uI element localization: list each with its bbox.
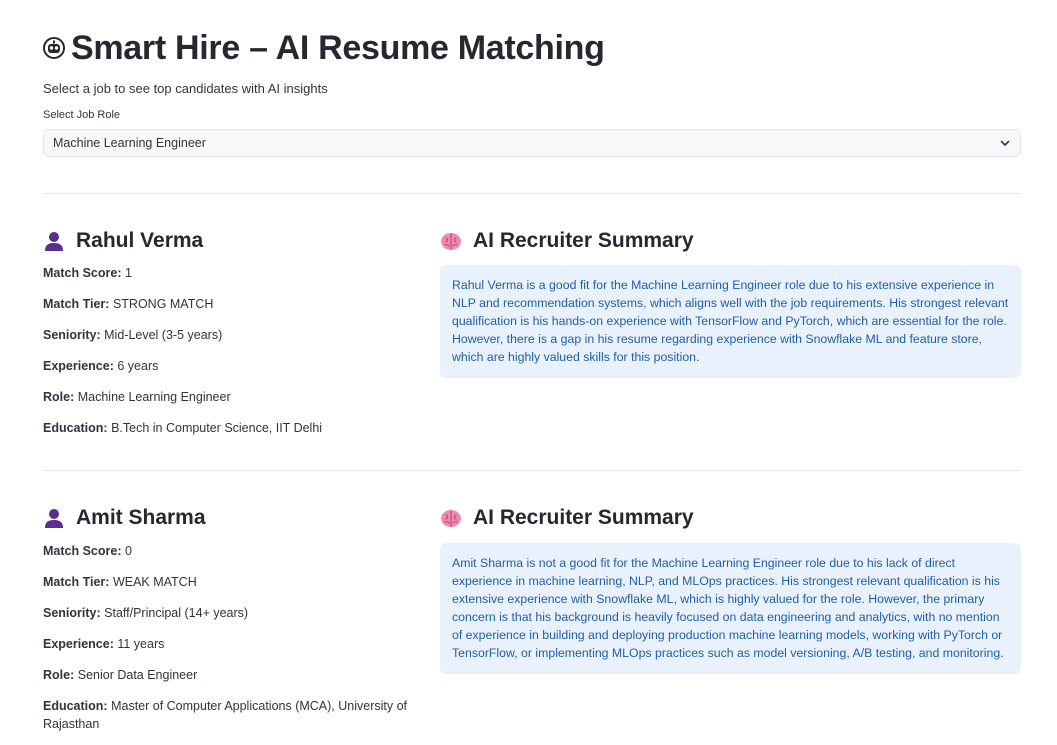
- education-label: Education:: [43, 421, 108, 435]
- role-value: Senior Data Engineer: [77, 668, 198, 682]
- job-select-label: Select Job Role: [43, 109, 121, 121]
- ai-summary-section: AI Recruiter Summary Amit Sharma is not …: [440, 504, 1021, 733]
- page-subtitle: Select a job to see top candidates with …: [43, 81, 328, 96]
- role-label: Role:: [43, 390, 75, 404]
- summary-text: Rahul Verma is a good fit for the Machin…: [440, 265, 1021, 378]
- experience: Experience: 6 years: [43, 357, 440, 375]
- candidate-card: Rahul Verma Match Score: 1 Match Tier: S…: [43, 227, 1021, 437]
- match-tier: Match Tier: STRONG MATCH: [43, 295, 440, 313]
- main-content: Smart Hire – AI Resume Matching Select a…: [43, 0, 1021, 733]
- seniority-label: Seniority:: [43, 328, 101, 342]
- person-icon: [45, 509, 63, 528]
- match-score-value: 0: [124, 544, 132, 558]
- seniority: Seniority: Staff/Principal (14+ years): [43, 604, 440, 622]
- experience: Experience: 11 years: [43, 635, 440, 653]
- seniority-value: Staff/Principal (14+ years): [104, 606, 249, 620]
- education: Education: B.Tech in Computer Science, I…: [43, 419, 440, 437]
- job-role-select-value: Machine Learning Engineer: [53, 136, 206, 150]
- page-title: Smart Hire – AI Resume Matching: [71, 29, 605, 67]
- summary-heading: AI Recruiter Summary: [473, 229, 694, 252]
- candidate-card: Amit Sharma Match Score: 0 Match Tier: W…: [43, 504, 1021, 733]
- role: Role: Machine Learning Engineer: [43, 388, 440, 406]
- experience-label: Experience:: [43, 359, 114, 373]
- match-tier-label: Match Tier:: [43, 297, 110, 311]
- candidate-name: Rahul Verma: [76, 229, 204, 252]
- candidate-name-row: Amit Sharma: [43, 504, 440, 532]
- role-value: Machine Learning Engineer: [77, 390, 231, 404]
- match-tier-value: STRONG MATCH: [112, 297, 214, 311]
- summary-text: Amit Sharma is not a good fit for the Ma…: [440, 543, 1021, 674]
- match-score: Match Score: 1: [43, 264, 440, 282]
- experience-value: 6 years: [117, 359, 159, 373]
- seniority-label: Seniority:: [43, 606, 101, 620]
- education-value: Master of Computer Applications (MCA), U…: [43, 699, 408, 731]
- summary-heading-row: AI Recruiter Summary: [440, 227, 1021, 255]
- role-label: Role:: [43, 668, 75, 682]
- robot-face-icon: [43, 37, 65, 59]
- job-role-select[interactable]: Machine Learning Engineer: [43, 129, 1021, 157]
- experience-label: Experience:: [43, 637, 114, 651]
- divider: [43, 470, 1021, 471]
- match-tier-label: Match Tier:: [43, 575, 110, 589]
- match-score: Match Score: 0: [43, 542, 440, 560]
- candidate-name: Amit Sharma: [76, 506, 206, 529]
- candidate-details: Amit Sharma Match Score: 0 Match Tier: W…: [43, 504, 440, 733]
- candidate-details: Rahul Verma Match Score: 1 Match Tier: S…: [43, 227, 440, 437]
- education: Education: Master of Computer Applicatio…: [43, 697, 440, 733]
- ai-summary-section: AI Recruiter Summary Rahul Verma is a go…: [440, 227, 1021, 437]
- match-tier: Match Tier: WEAK MATCH: [43, 573, 440, 591]
- summary-heading-row: AI Recruiter Summary: [440, 504, 1021, 532]
- role: Role: Senior Data Engineer: [43, 666, 440, 684]
- match-score-value: 1: [124, 266, 132, 280]
- chevron-down-icon: [1000, 140, 1010, 146]
- match-score-label: Match Score:: [43, 266, 122, 280]
- education-label: Education:: [43, 699, 108, 713]
- brain-icon: [441, 510, 461, 527]
- seniority: Seniority: Mid-Level (3-5 years): [43, 326, 440, 344]
- summary-heading: AI Recruiter Summary: [473, 506, 694, 529]
- experience-value: 11 years: [117, 637, 165, 651]
- seniority-value: Mid-Level (3-5 years): [104, 328, 223, 342]
- match-tier-value: WEAK MATCH: [112, 575, 197, 589]
- divider: [43, 193, 1021, 194]
- education-value: B.Tech in Computer Science, IIT Delhi: [111, 421, 323, 435]
- brain-icon: [441, 233, 461, 250]
- person-icon: [45, 232, 63, 251]
- header: Smart Hire – AI Resume Matching: [43, 28, 1021, 68]
- candidate-name-row: Rahul Verma: [43, 227, 440, 255]
- match-score-label: Match Score:: [43, 544, 122, 558]
